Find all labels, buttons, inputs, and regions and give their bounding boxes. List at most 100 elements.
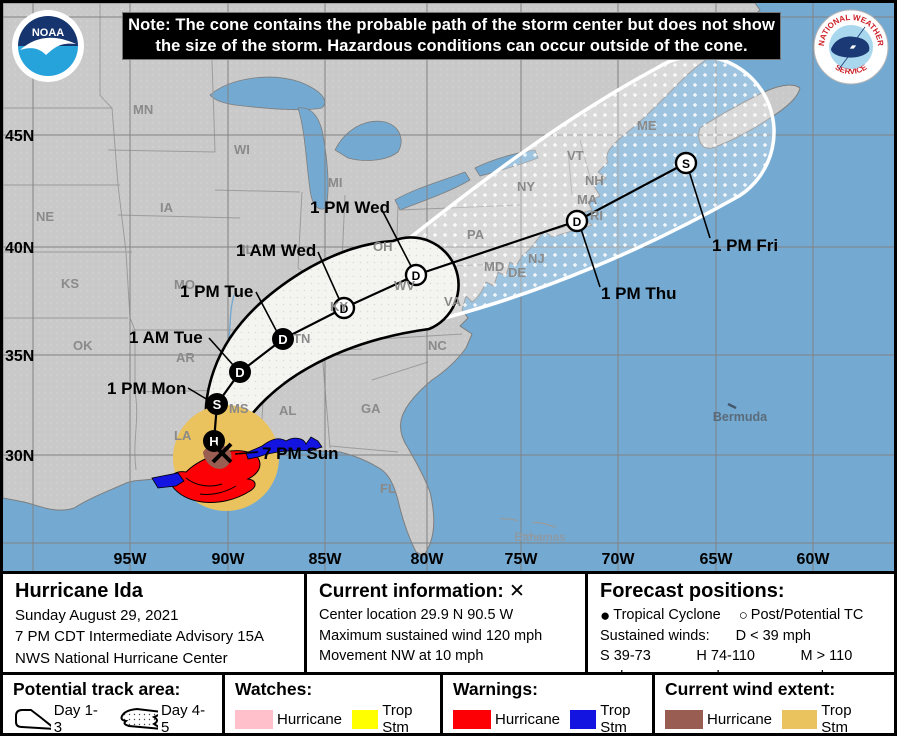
map-canvas: H S D D D D D S MN WI MI IA IL OH NE KS …	[3, 3, 894, 571]
lat-labels: 45N 40N 35N 30N	[5, 128, 34, 465]
state-label: IA	[160, 200, 174, 215]
state-label: MD	[484, 259, 504, 274]
track-time-label: 1 PM Mon	[107, 379, 186, 398]
state-label: VT	[567, 148, 584, 163]
track-time-label: 1 PM Wed	[310, 198, 390, 217]
forecast-positions-panel: Forecast positions: ● Tropical Cyclone ○…	[588, 574, 894, 685]
track-time-label: 1 AM Tue	[129, 328, 203, 347]
state-label: OK	[73, 338, 93, 353]
state-label: ME	[637, 118, 657, 133]
bermuda-island	[727, 402, 737, 410]
state-label: MA	[577, 192, 598, 207]
wind-extent-title: Current wind extent:	[665, 679, 836, 699]
track-point: D	[404, 263, 428, 287]
track-time-label: 1 AM Wed	[236, 241, 316, 260]
great-lakes	[209, 76, 539, 211]
place-label-bermuda: Bermuda	[713, 410, 768, 424]
track-point: H	[203, 430, 225, 452]
lat-label: 30N	[5, 448, 34, 465]
track-time-label: 7 PM Sun	[262, 444, 339, 463]
state-label: VA	[444, 294, 462, 309]
current-info-title: Current information:	[319, 581, 504, 602]
track-time-labels: 7 PM Sun 1 PM Mon 1 AM Tue 1 PM Tue 1 AM…	[107, 198, 778, 463]
state-label: WI	[234, 142, 250, 157]
state-label: KS	[61, 276, 79, 291]
note-line-2: the size of the storm. Hazardous conditi…	[155, 37, 748, 55]
track-point: D	[332, 296, 356, 320]
svg-text:D: D	[278, 332, 287, 347]
ts-extent-label: Trop Stm	[821, 702, 852, 736]
bahamas-islands	[499, 517, 557, 538]
post-potential-label: Post/Potential TC	[750, 607, 864, 623]
storm-advisory: 7 PM CDT Intermediate Advisory 15A	[15, 628, 264, 646]
hurricane-extent-label: Hurricane	[707, 710, 773, 728]
note-line-1: Note: The cone contains the probable pat…	[128, 16, 775, 34]
state-label: MO	[174, 277, 195, 292]
ts-warning-area-east	[245, 436, 323, 460]
wind-extent-legend: Current wind extent: Hurricane Trop Stm	[655, 675, 894, 733]
wind-range-d: D < 39 mph	[735, 627, 811, 644]
day45-cone-icon	[120, 707, 158, 730]
lon-label: 70W	[602, 551, 636, 568]
track-point: S	[674, 151, 698, 175]
watches-title: Watches:	[235, 679, 313, 699]
cone-day13	[204, 236, 460, 454]
state-label: MS	[229, 401, 249, 416]
watches-legend: Watches: Hurricane Trop Stm	[225, 675, 443, 733]
tropical-cyclone-marker-icon: ●	[600, 605, 611, 625]
lon-label: 80W	[411, 551, 445, 568]
state-label: TN	[293, 331, 310, 346]
legend-row: Potential track area: Day 1-3	[3, 672, 894, 733]
hurricane-warning-area	[169, 450, 261, 503]
track-point: D	[272, 328, 294, 350]
lon-label: 85W	[309, 551, 343, 568]
track-time-label: 1 PM Tue	[180, 282, 253, 301]
svg-text:D: D	[412, 269, 421, 283]
state-label: LA	[174, 428, 192, 443]
ts-warning-swatch	[570, 709, 597, 729]
svg-text:D: D	[235, 365, 244, 380]
svg-text:S: S	[213, 397, 222, 412]
potential-track-area-legend: Potential track area: Day 1-3	[3, 675, 225, 733]
svg-text:D: D	[573, 215, 582, 229]
lat-label: 40N	[5, 240, 34, 257]
lon-label: 75W	[505, 551, 539, 568]
current-wind: Maximum sustained wind 120 mph	[319, 627, 543, 644]
svg-text:D: D	[340, 302, 349, 316]
track-time-label: 1 PM Fri	[712, 236, 778, 255]
nws-lightning-icon	[838, 26, 866, 70]
state-label: RI	[590, 208, 603, 223]
state-label: NH	[585, 173, 604, 188]
state-label: AL	[279, 403, 296, 418]
cone-disclaimer-note: Note: The cone contains the probable pat…	[122, 12, 781, 60]
place-label-bahamas: Bahamas	[514, 532, 565, 544]
ts-watch-swatch	[352, 709, 379, 729]
state-label: OH	[373, 239, 393, 254]
hurricane-watch-swatch	[235, 709, 273, 729]
noaa-logo-text: NOAA	[32, 27, 64, 39]
state-label: NY	[517, 179, 535, 194]
sustained-winds-label: Sustained winds:	[600, 627, 710, 644]
storm-date: Sunday August 29, 2021	[15, 607, 179, 624]
track-point: D	[565, 209, 589, 233]
hurricane-warning-swatch	[453, 709, 491, 729]
cone-day45	[389, 54, 776, 325]
forecast-positions-title: Forecast positions:	[600, 580, 785, 602]
ts-watch-label: Trop Stm	[382, 702, 413, 736]
state-label: MN	[133, 102, 153, 117]
state-label: GA	[361, 401, 381, 416]
svg-text:S: S	[682, 157, 690, 171]
storm-title: Hurricane Ida	[15, 580, 143, 602]
state-labels: MN WI MI IA IL OH NE KS OK MO AR TN KY L…	[36, 102, 657, 496]
state-label: IL	[242, 242, 254, 257]
lon-label: 95W	[114, 551, 148, 568]
current-movement: Movement NW at 10 mph	[319, 648, 484, 665]
lon-label: 65W	[700, 551, 734, 568]
info-panel-row: Hurricane Ida Sunday August 29, 2021 7 P…	[3, 571, 894, 685]
hurricane-warning-label: Hurricane	[495, 710, 561, 728]
ts-warning-area-west	[151, 472, 185, 489]
track-points: H S D D D D D S	[203, 151, 698, 452]
tropical-cyclone-label: Tropical Cyclone	[613, 607, 721, 623]
warning-coast-detail	[185, 477, 237, 495]
